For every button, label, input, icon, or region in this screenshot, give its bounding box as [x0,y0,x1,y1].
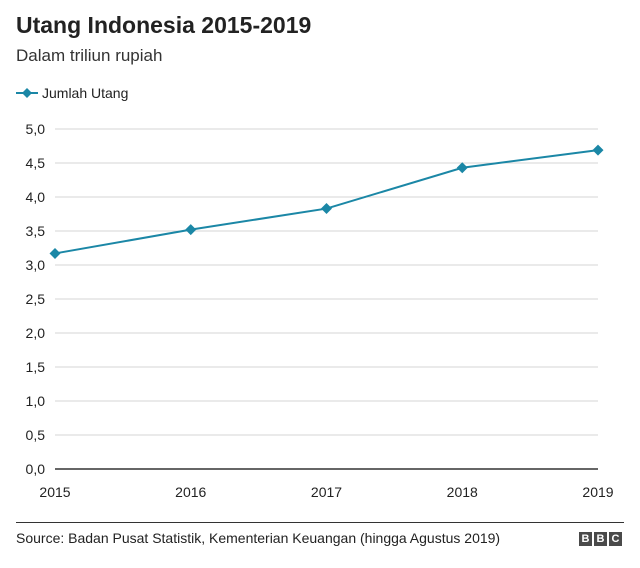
bbc-logo: B B C [579,532,622,546]
data-point [185,224,197,236]
data-point [49,247,61,259]
series-line [54,149,599,255]
y-tick-label: 1,0 [26,393,46,409]
data-point [592,144,604,156]
x-tick-label: 2016 [175,484,206,500]
x-tick-label: 2015 [39,484,70,500]
y-tick-label: 2,5 [26,291,46,307]
legend-marker-icon [16,88,38,98]
bbc-logo-letter: B [579,532,592,546]
legend-label: Jumlah Utang [42,85,129,101]
line-chart: 0,0 0,5 1,0 1,5 2,0 2,5 3,0 3,5 4,0 4,5 5,0 2015 201… [26,121,614,500]
legend: Jumlah Utang [16,85,128,101]
source-note: Source: Badan Pusat Statistik, Kementeri… [16,530,501,546]
x-tick-label: 2017 [311,484,342,500]
x-tick-label: 2018 [447,484,478,500]
y-tick-label: 0,0 [26,461,46,477]
chart-title: Utang Indonesia 2015-2019 [16,12,312,38]
y-tick-label: 3,5 [26,223,46,239]
data-point [456,162,468,174]
y-tick-label: 2,0 [26,325,46,341]
y-tick-label: 4,0 [26,189,46,205]
chart-subtitle: Dalam triliun rupiah [16,46,163,65]
y-tick-label: 5,0 [26,121,46,137]
footer-divider [16,522,624,523]
bbc-logo-letter: B [594,532,607,546]
data-point [321,203,332,215]
x-tick-label: 2019 [582,484,613,500]
bbc-logo-letter: C [609,532,622,546]
y-tick-label: 3,0 [26,257,46,273]
y-tick-label: 4,5 [26,155,46,171]
y-tick-label: 0,5 [26,427,46,443]
y-tick-label: 1,5 [26,359,46,375]
